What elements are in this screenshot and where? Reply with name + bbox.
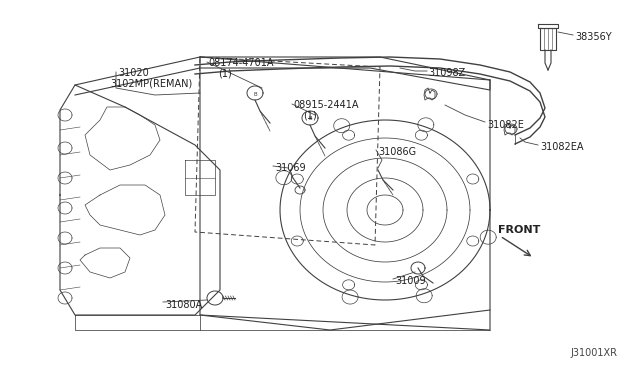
Text: 31009: 31009 (395, 276, 426, 286)
Text: 31080A: 31080A (165, 300, 202, 310)
Text: (1): (1) (218, 69, 232, 79)
Text: 31082EA: 31082EA (540, 142, 584, 152)
Text: 31098Z: 31098Z (428, 68, 465, 78)
Text: (1): (1) (303, 111, 317, 121)
Text: B: B (253, 92, 257, 96)
Text: 31020: 31020 (118, 68, 148, 78)
Text: FRONT: FRONT (498, 225, 540, 235)
Text: 31082E: 31082E (487, 120, 524, 130)
Text: 31086G: 31086G (378, 147, 416, 157)
Text: 08174-4701A: 08174-4701A (208, 58, 273, 68)
Text: 31069: 31069 (275, 163, 306, 173)
Text: 38356Y: 38356Y (575, 32, 612, 42)
Text: B: B (308, 116, 312, 122)
Text: 3102MP(REMAN): 3102MP(REMAN) (110, 79, 192, 89)
Text: J31001XR: J31001XR (570, 348, 617, 358)
Text: 08915-2441A: 08915-2441A (293, 100, 358, 110)
